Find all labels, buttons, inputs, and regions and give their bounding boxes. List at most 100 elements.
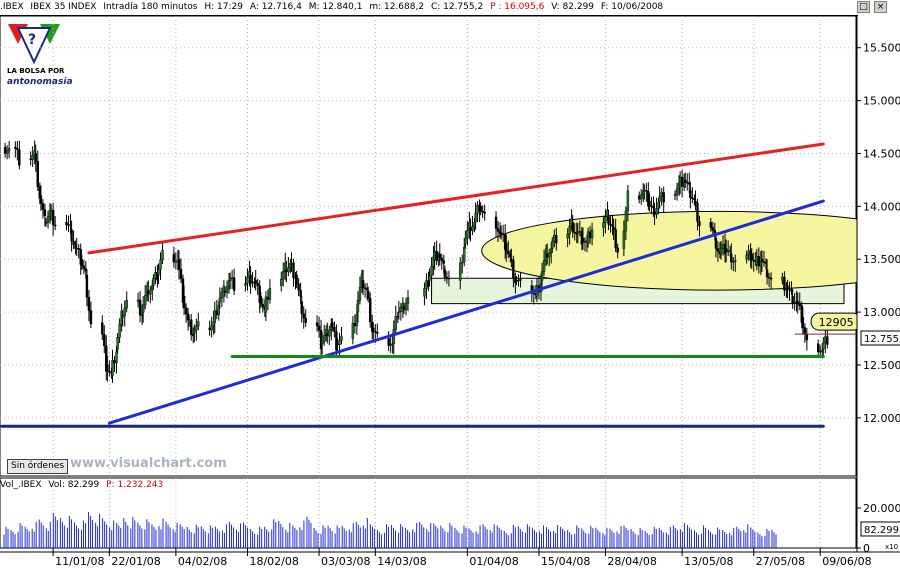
- candle-down: [714, 237, 718, 249]
- svg-text:?: ?: [28, 32, 36, 48]
- candle-up: [225, 286, 229, 293]
- candle-up: [566, 233, 569, 239]
- candle-up: [217, 305, 220, 316]
- candle-up: [290, 262, 293, 265]
- header-volume: V: 82.299: [551, 2, 595, 12]
- candle-down: [796, 301, 799, 304]
- candle-up: [624, 210, 628, 232]
- candle-down: [302, 313, 305, 319]
- candle-up: [464, 237, 467, 244]
- candle-down: [223, 290, 227, 293]
- candle-up: [161, 249, 164, 260]
- logo-line2: antonomasia: [7, 77, 73, 87]
- candle-down: [77, 248, 80, 250]
- candle-up: [622, 230, 626, 249]
- x-tick-label: 27/05/08: [756, 555, 805, 568]
- candle-up: [7, 148, 11, 152]
- candle-down: [256, 282, 259, 287]
- candle-up: [49, 209, 53, 212]
- volume-value: Vol: 82.299: [48, 480, 100, 490]
- candle-down: [499, 232, 503, 234]
- candle-up: [351, 323, 355, 339]
- candle-down: [481, 210, 484, 213]
- candle-down: [648, 200, 651, 207]
- candle-up: [471, 226, 474, 232]
- chart-header: .IBEX IBEX 35 INDEX Intradía 180 minutos…: [0, 0, 858, 16]
- candle-down: [510, 259, 513, 261]
- y-tick-label: 15.000: [863, 95, 900, 108]
- candle-up: [115, 351, 118, 364]
- candle-up: [338, 340, 341, 345]
- candle-up: [590, 229, 594, 239]
- volume-header: Vol_.IBEX Vol: 82.299 P: 1.232.243: [0, 479, 858, 492]
- candle-down: [501, 233, 505, 235]
- candle-down: [588, 231, 592, 239]
- candle-down: [65, 222, 68, 225]
- candle-up: [213, 310, 216, 323]
- x-tick-label: 01/04/08: [469, 555, 518, 568]
- candle-up: [433, 250, 436, 260]
- header-close: C: 12.755,2: [430, 2, 484, 12]
- header-high: M: 12.840,1: [308, 2, 363, 12]
- candle-up: [399, 307, 403, 312]
- candle-down: [680, 176, 684, 187]
- restore-button[interactable]: □: [857, 1, 870, 13]
- candle-up: [149, 289, 152, 295]
- candle-down: [438, 253, 441, 259]
- candle-down: [645, 190, 648, 192]
- candle-up: [154, 272, 157, 279]
- candle-down: [182, 296, 186, 308]
- header-interval: Intradía 180 minutos: [103, 2, 198, 12]
- candle-down: [686, 181, 689, 184]
- candle-up: [230, 277, 234, 279]
- candle-up: [197, 321, 200, 327]
- candle-up: [583, 241, 587, 243]
- candle-down: [333, 326, 336, 332]
- candle-up: [626, 190, 630, 212]
- candle-down: [650, 205, 653, 208]
- candle-down: [254, 280, 257, 284]
- candle-down: [292, 262, 295, 279]
- candle-up: [394, 316, 397, 330]
- candle-down: [442, 260, 445, 264]
- candle-down: [786, 285, 789, 290]
- sin-ordenes-button[interactable]: Sin órdenes: [7, 459, 69, 474]
- volume-y-tick-label: 20.000: [863, 502, 900, 515]
- y-tick-label: 15.500: [863, 42, 900, 55]
- candle-up: [118, 323, 121, 338]
- candle-up: [568, 226, 571, 235]
- candle-up: [586, 231, 590, 244]
- candle-down: [215, 310, 218, 316]
- candle-up: [643, 190, 646, 192]
- x-tick-label: 18/02/08: [249, 555, 298, 568]
- candle-down: [372, 327, 375, 332]
- candle-up: [218, 297, 222, 302]
- y-tick-label: 14.500: [863, 147, 900, 160]
- candle-up: [734, 260, 737, 262]
- candle-up: [517, 279, 520, 282]
- header-time: H: 17:29: [204, 2, 243, 12]
- candle-down: [51, 209, 55, 226]
- candle-down: [300, 301, 303, 314]
- close-button[interactable]: ×: [874, 1, 887, 13]
- candle-down: [374, 331, 377, 333]
- candle-down: [616, 247, 619, 253]
- candle-down: [376, 332, 379, 334]
- x-tick-label: 14/03/08: [377, 555, 426, 568]
- candle-up: [193, 330, 196, 334]
- candle-up: [673, 194, 677, 196]
- header-low: m: 12.688,2: [369, 2, 425, 12]
- x-tick-label: 28/04/08: [607, 555, 656, 568]
- candle-up: [658, 196, 661, 202]
- candle-down: [483, 211, 486, 214]
- candle-down: [826, 336, 829, 345]
- candle-up: [5, 150, 9, 154]
- candle-down: [445, 276, 449, 279]
- candle-down: [138, 299, 142, 316]
- candle-up: [719, 248, 723, 255]
- candle-down: [353, 323, 357, 327]
- candle-up: [282, 271, 285, 280]
- volume-y-tick-label: 0: [863, 542, 870, 555]
- candle-up: [678, 176, 682, 186]
- candle-up: [822, 342, 825, 350]
